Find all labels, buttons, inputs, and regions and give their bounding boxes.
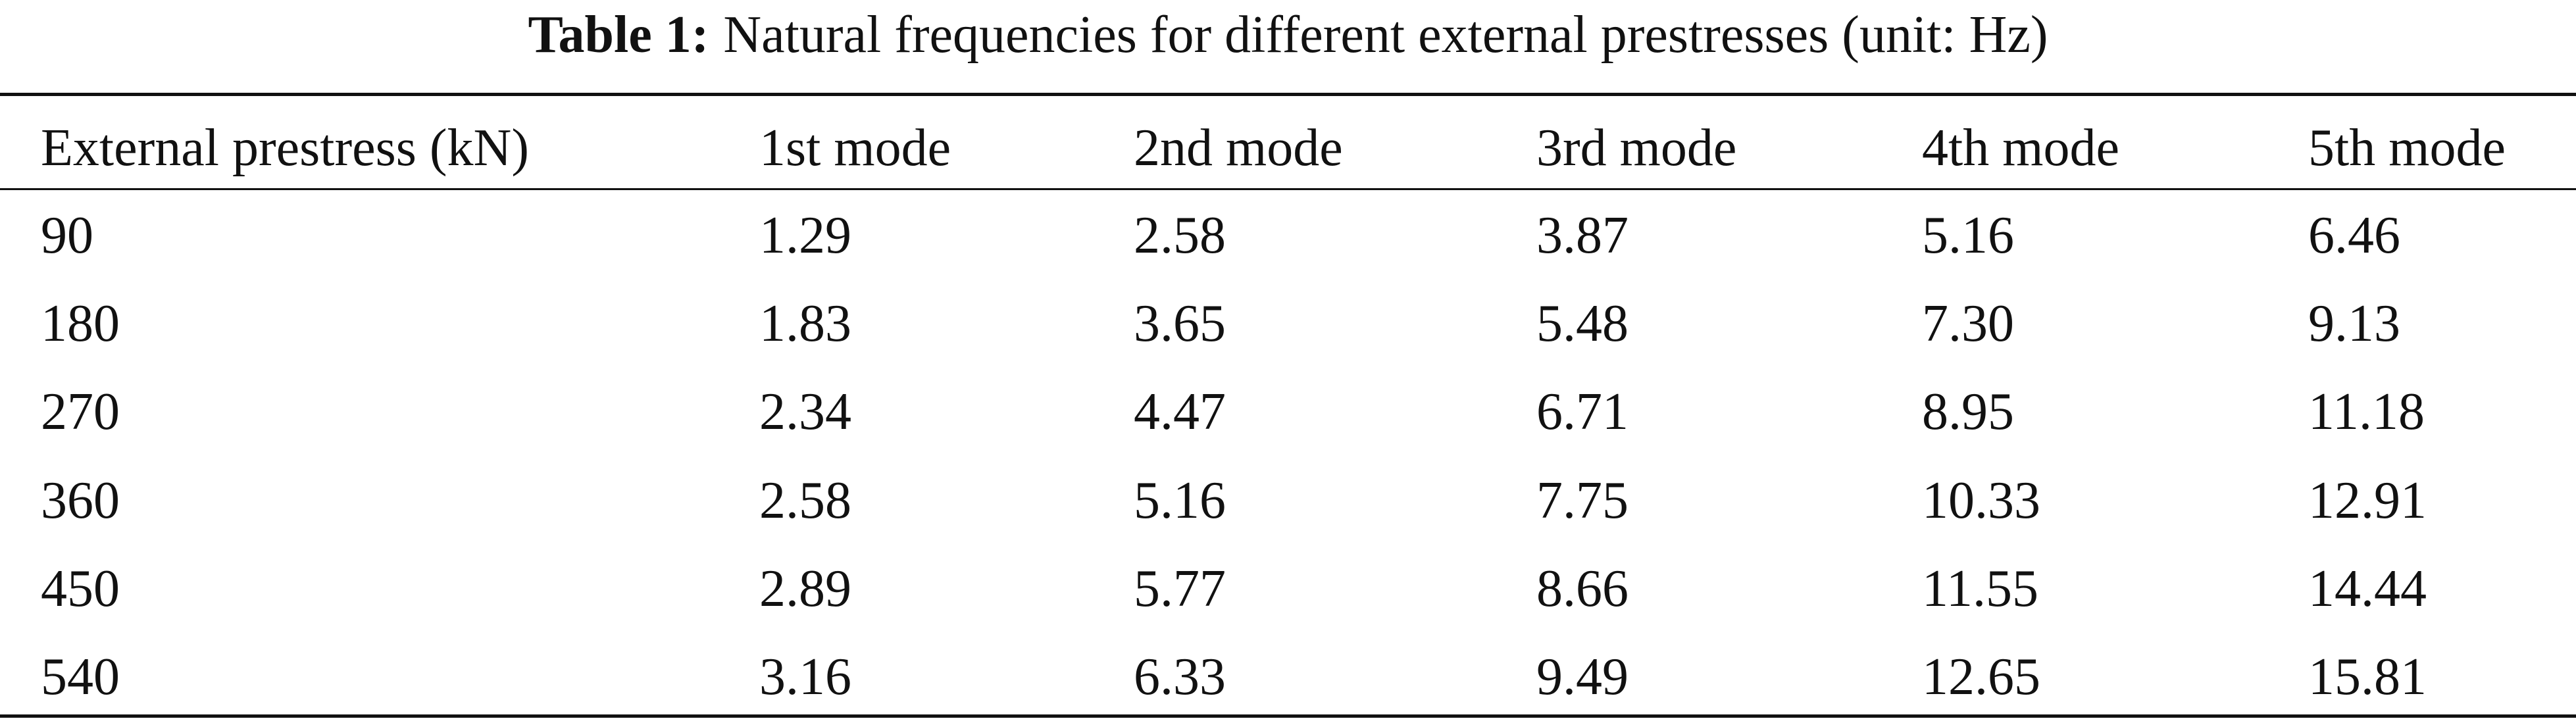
caption-label: Table 1: (528, 6, 709, 64)
table-cell: 5.16 (1922, 207, 2014, 264)
table-cell: 7.75 (1536, 471, 1629, 530)
table-cell: 11.55 (1922, 559, 2039, 618)
table-cell: 2.34 (759, 383, 851, 441)
table-cell: 6.33 (1134, 648, 1226, 706)
table-cell: 1.83 (759, 295, 851, 353)
header-cell: 3rd mode (1536, 119, 1737, 177)
top-rule (0, 93, 2576, 96)
caption: Table 1: Natural frequencies for differen… (0, 5, 2576, 64)
table-cell: 8.95 (1922, 383, 2014, 441)
table-cell: 180 (41, 295, 120, 353)
table-cell: 2.58 (759, 471, 851, 530)
bottom-rule (0, 714, 2576, 718)
header-rule (0, 188, 2576, 190)
table-cell: 11.18 (2308, 383, 2425, 441)
caption-text: Natural frequencies for different extern… (723, 6, 2048, 64)
header-cell: External prestress (kN) (41, 119, 529, 177)
table-cell: 15.81 (2308, 648, 2427, 706)
table-cell: 6.71 (1536, 383, 1629, 441)
table-cell: 5.77 (1134, 559, 1226, 618)
table-cell: 14.44 (2308, 559, 2427, 618)
header-cell: 1st mode (759, 119, 951, 177)
table-cell: 360 (41, 471, 120, 530)
table-cell: 540 (41, 648, 120, 706)
table-cell: 450 (41, 559, 120, 618)
table-cell: 10.33 (1922, 471, 2040, 530)
table-cell: 9.49 (1536, 648, 1629, 706)
table-cell: 8.66 (1536, 559, 1629, 618)
table-cell: 6.46 (2308, 207, 2400, 264)
table-cell: 2.89 (759, 559, 851, 618)
table-cell: 3.65 (1134, 295, 1226, 353)
header-cell: 4th mode (1922, 119, 2119, 177)
table-cell: 7.30 (1922, 295, 2014, 353)
table-cell: 3.87 (1536, 207, 1629, 264)
table-cell: 3.16 (759, 648, 851, 706)
table-cell: 5.48 (1536, 295, 1629, 353)
table-cell: 270 (41, 383, 120, 441)
header-cell: 5th mode (2308, 119, 2506, 177)
table-cell: 12.91 (2308, 471, 2427, 530)
table-cell: 5.16 (1134, 471, 1226, 530)
table-cell: 90 (41, 207, 93, 264)
table-cell: 4.47 (1134, 383, 1226, 441)
table-cell: 1.29 (759, 207, 851, 264)
table-cell: 9.13 (2308, 295, 2400, 353)
table-cell: 12.65 (1922, 648, 2040, 706)
table-cell: 2.58 (1134, 207, 1226, 264)
header-cell: 2nd mode (1134, 119, 1343, 177)
